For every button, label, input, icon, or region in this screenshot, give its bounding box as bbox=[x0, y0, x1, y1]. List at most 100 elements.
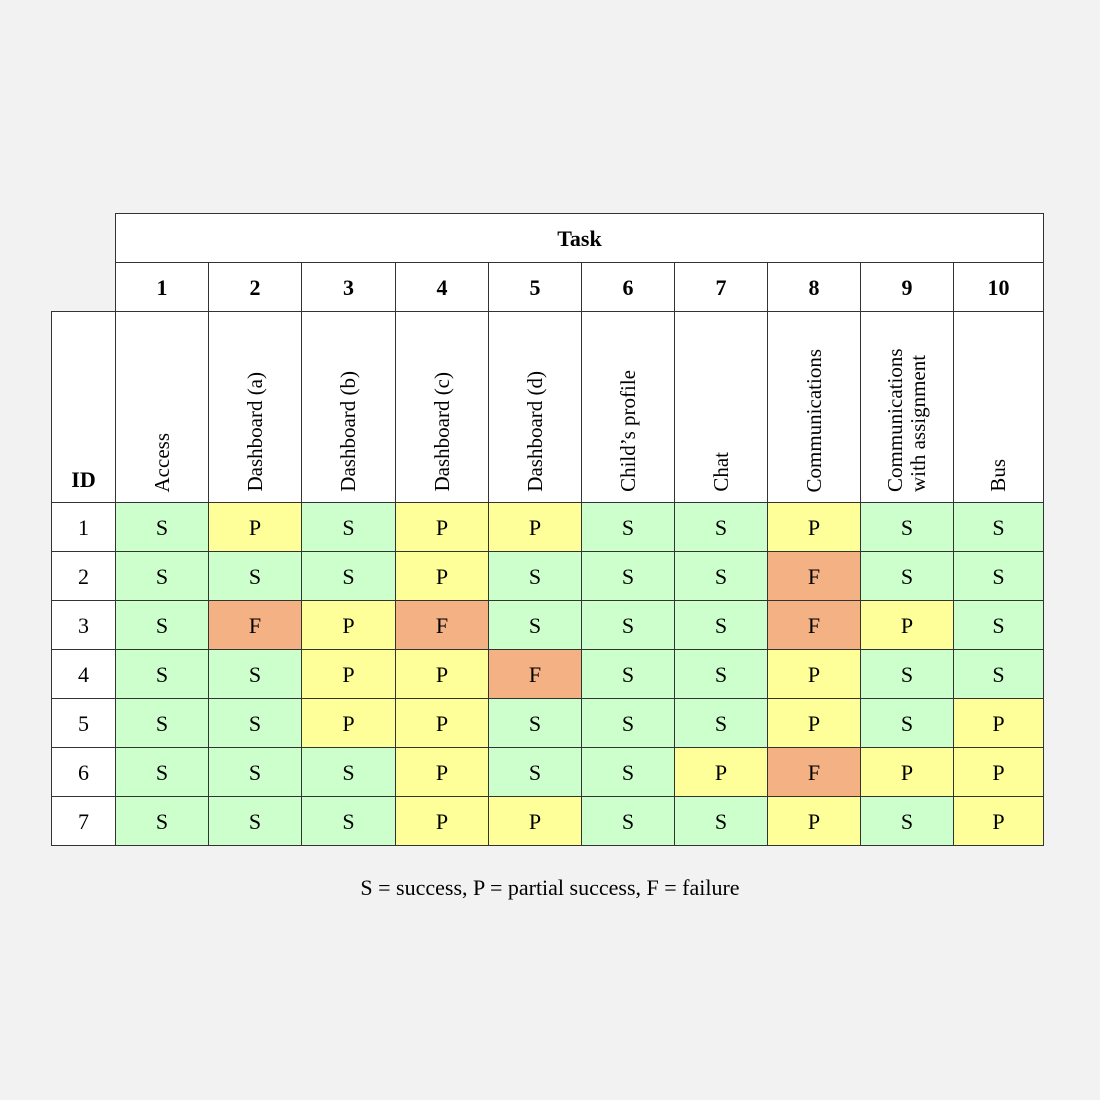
task-name-label: Access bbox=[149, 432, 174, 492]
task-name: Communications with assignment bbox=[860, 311, 954, 503]
result-cell: P bbox=[208, 502, 302, 552]
participant-id: 1 bbox=[51, 502, 116, 552]
participant-id: 7 bbox=[51, 796, 116, 846]
result-cell: S bbox=[581, 551, 675, 601]
result-cell: S bbox=[115, 502, 209, 552]
result-cell: P bbox=[860, 747, 954, 797]
task-number: 6 bbox=[581, 262, 675, 312]
task-name-label: Dashboard (d) bbox=[522, 371, 547, 492]
task-name-label: Communications with assignment bbox=[883, 348, 930, 493]
result-cell: S bbox=[115, 698, 209, 748]
results-table: Task 1 2 3 4 5 6 7 8 9 10 ID Access Dashboard (a) D… bbox=[51, 213, 1044, 846]
task-name: Dashboard (c) bbox=[395, 311, 489, 503]
result-cell: P bbox=[767, 649, 861, 699]
result-cell: S bbox=[115, 796, 209, 846]
result-cell: P bbox=[953, 698, 1044, 748]
result-cell: P bbox=[395, 551, 489, 601]
task-group-row: Task bbox=[52, 213, 1044, 263]
result-cell: F bbox=[767, 747, 861, 797]
result-cell: S bbox=[674, 551, 768, 601]
task-name-label: Communications bbox=[801, 348, 826, 493]
result-cell: S bbox=[488, 747, 582, 797]
task-name-box: Dashboard (b) bbox=[303, 322, 395, 502]
result-cell: F bbox=[395, 600, 489, 650]
task-name-label: Child’s profile bbox=[615, 370, 640, 492]
legend: S = success, P = partial success, F = fa… bbox=[360, 875, 740, 900]
table-container: Task 1 2 3 4 5 6 7 8 9 10 ID Access Dashboard (a) D… bbox=[0, 213, 1100, 901]
task-number: 1 bbox=[115, 262, 209, 312]
result-cell: S bbox=[208, 698, 302, 748]
result-cell: S bbox=[860, 796, 954, 846]
task-name: Bus bbox=[953, 311, 1044, 503]
result-cell: S bbox=[581, 747, 675, 797]
task-number: 8 bbox=[767, 262, 861, 312]
result-cell: S bbox=[488, 698, 582, 748]
task-name-label: Bus bbox=[986, 459, 1010, 492]
result-cell: S bbox=[208, 649, 302, 699]
result-cell: P bbox=[674, 747, 768, 797]
result-cell: P bbox=[301, 698, 396, 748]
task-name: Communications bbox=[767, 311, 861, 503]
task-number: 7 bbox=[674, 262, 768, 312]
corner-blank bbox=[52, 263, 116, 312]
result-cell: P bbox=[395, 502, 489, 552]
task-number: 5 bbox=[488, 262, 582, 312]
result-cell: S bbox=[208, 551, 302, 601]
task-number: 3 bbox=[301, 262, 396, 312]
participant-id: 2 bbox=[51, 551, 116, 601]
result-cell: S bbox=[674, 796, 768, 846]
result-cell: P bbox=[767, 698, 861, 748]
result-cell: S bbox=[674, 502, 768, 552]
result-cell: P bbox=[301, 649, 396, 699]
task-name-box: Access bbox=[117, 322, 208, 502]
task-name-label: Chat bbox=[708, 452, 733, 492]
task-name: Chat bbox=[674, 311, 768, 503]
result-cell: P bbox=[395, 698, 489, 748]
result-cell: F bbox=[488, 649, 582, 699]
task-number: 2 bbox=[208, 262, 302, 312]
task-name-box: Dashboard (c) bbox=[397, 322, 488, 502]
result-cell: S bbox=[860, 551, 954, 601]
result-cell: P bbox=[953, 747, 1044, 797]
result-cell: S bbox=[301, 796, 396, 846]
result-cell: S bbox=[581, 796, 675, 846]
task-number-row: 1 2 3 4 5 6 7 8 9 10 bbox=[52, 262, 1044, 312]
task-name-box: Dashboard (d) bbox=[490, 322, 581, 502]
task-name: Access bbox=[115, 311, 209, 503]
result-cell: S bbox=[953, 551, 1044, 601]
task-name-box: Chat bbox=[676, 322, 767, 502]
result-cell: P bbox=[395, 796, 489, 846]
task-name: Dashboard (a) bbox=[208, 311, 302, 503]
result-cell: S bbox=[581, 502, 675, 552]
corner-blank bbox=[52, 214, 116, 263]
task-name-row: ID Access Dashboard (a) Dashboard (b) Dashb… bbox=[51, 311, 1044, 503]
task-name: Child’s profile bbox=[581, 311, 675, 503]
id-header: ID bbox=[51, 311, 116, 503]
result-cell: P bbox=[767, 796, 861, 846]
result-cell: S bbox=[581, 698, 675, 748]
result-cell: S bbox=[953, 649, 1044, 699]
participant-id: 5 bbox=[51, 698, 116, 748]
result-cell: F bbox=[767, 551, 861, 601]
participant-id: 3 bbox=[51, 600, 116, 650]
result-cell: S bbox=[860, 698, 954, 748]
result-cell: F bbox=[208, 600, 302, 650]
task-name-label: Dashboard (c) bbox=[429, 372, 454, 492]
result-cell: P bbox=[301, 600, 396, 650]
result-cell: S bbox=[860, 649, 954, 699]
result-cell: P bbox=[488, 796, 582, 846]
result-cell: S bbox=[115, 747, 209, 797]
result-cell: P bbox=[953, 796, 1044, 846]
task-name-label: Dashboard (a) bbox=[242, 372, 267, 492]
result-cell: P bbox=[767, 502, 861, 552]
result-cell: S bbox=[488, 600, 582, 650]
result-cell: S bbox=[674, 600, 768, 650]
result-cell: S bbox=[860, 502, 954, 552]
